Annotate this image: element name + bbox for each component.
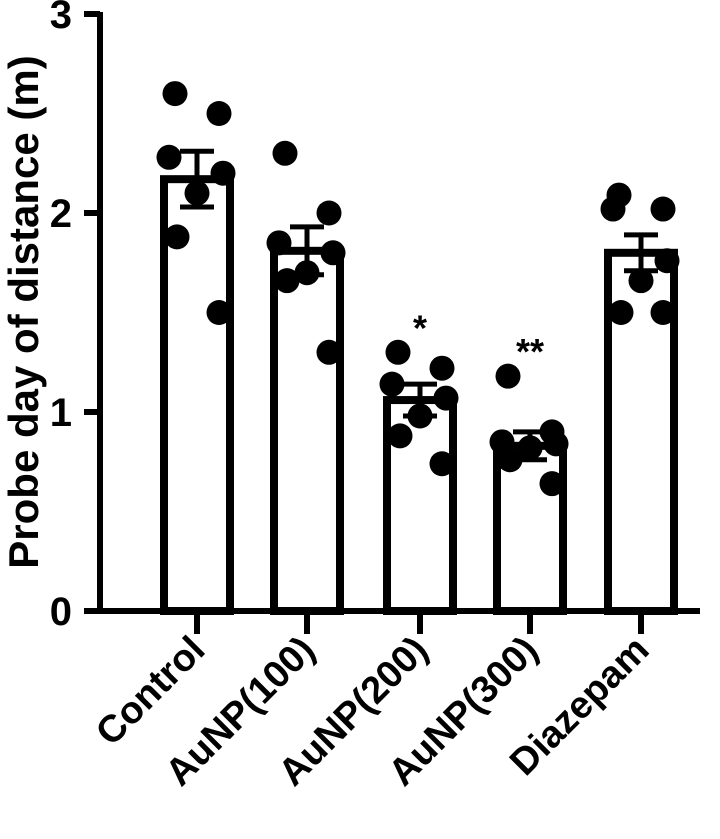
data-point-1-6 — [316, 339, 342, 365]
y-axis-label: Probe day of distance (m) — [0, 55, 47, 568]
data-point-0-2 — [156, 144, 182, 170]
data-point-1-0 — [272, 140, 298, 166]
data-point-1-1 — [316, 200, 342, 226]
y-tick-label-2: 2 — [50, 192, 72, 236]
bar-1 — [270, 246, 344, 615]
data-point-3-3 — [543, 431, 569, 457]
data-point-1-3 — [320, 240, 346, 266]
data-point-4-6 — [650, 300, 676, 325]
labels-layer: 0123ControlAuNP(100)*AuNP(200)**AuNP(300… — [50, 0, 658, 794]
data-point-0-1 — [206, 101, 232, 126]
y-tick-label-3: 3 — [50, 0, 72, 37]
data-point-3-0 — [495, 363, 521, 389]
data-point-3-6 — [539, 471, 565, 497]
significance-label-2: * — [413, 307, 427, 348]
data-points-layer — [156, 81, 680, 497]
data-point-0-4 — [184, 180, 210, 206]
data-point-4-2 — [600, 196, 626, 222]
data-point-2-6 — [429, 451, 455, 477]
data-point-1-4 — [294, 260, 320, 286]
data-point-0-6 — [206, 300, 232, 325]
data-point-3-4 — [517, 435, 543, 461]
significance-label-3: ** — [516, 331, 544, 372]
y-tick-label-0: 0 — [50, 590, 72, 634]
data-point-2-5 — [387, 423, 413, 449]
data-point-4-5 — [608, 300, 634, 325]
data-point-2-1 — [429, 355, 455, 381]
data-point-0-0 — [162, 81, 188, 107]
data-point-2-0 — [385, 339, 411, 365]
y-tick-label-1: 1 — [50, 391, 72, 435]
data-point-2-4 — [407, 403, 433, 429]
bar-3 — [493, 441, 567, 615]
data-point-2-2 — [379, 371, 405, 397]
data-point-2-3 — [433, 385, 459, 411]
data-point-0-5 — [164, 224, 190, 250]
data-point-3-5 — [497, 447, 523, 473]
data-point-1-2 — [266, 230, 292, 256]
data-point-1-5 — [274, 268, 300, 294]
data-point-0-3 — [210, 160, 236, 186]
data-point-4-3 — [654, 248, 680, 274]
axes-layer — [84, 11, 700, 634]
data-point-4-4 — [628, 268, 654, 294]
data-point-4-1 — [650, 196, 676, 222]
